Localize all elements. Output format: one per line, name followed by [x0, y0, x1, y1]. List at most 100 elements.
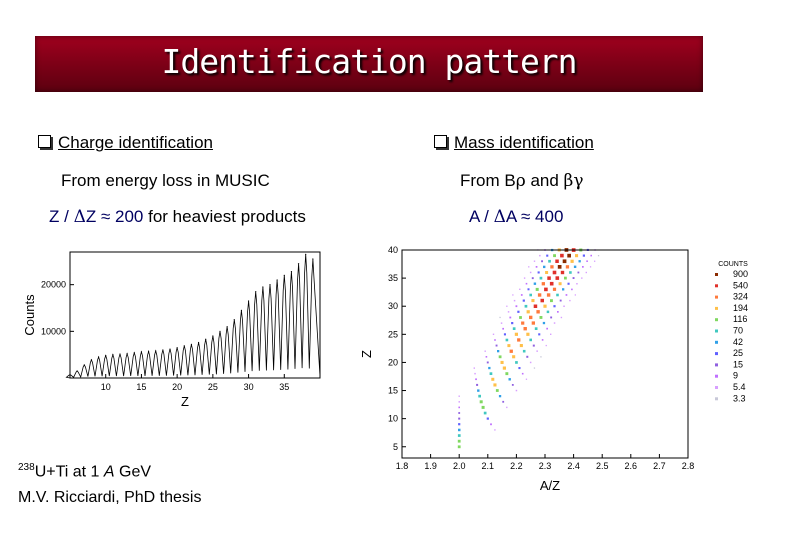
heatmap-cell	[523, 327, 527, 331]
y-tick-label: 20	[388, 357, 398, 367]
heatmap-cell	[537, 271, 540, 274]
heatmap-cell	[576, 283, 578, 285]
heatmap-cell	[490, 423, 492, 426]
heatmap-cell	[525, 282, 528, 285]
heatmap-cell	[546, 293, 551, 297]
heatmap-cell	[553, 322, 556, 324]
spectrum-peak	[305, 253, 307, 255]
spectrum-peak	[169, 348, 171, 350]
spectrum-peak	[197, 341, 200, 344]
heatmap-cell	[536, 310, 540, 314]
heatmap-cell	[585, 271, 587, 274]
heatmap-cell	[457, 445, 461, 449]
legend-label: 15	[733, 359, 743, 369]
heatmap-cell	[475, 378, 477, 381]
heatmap-cell	[528, 266, 530, 268]
heatmap-cell	[537, 293, 542, 297]
heatmap-cell	[570, 259, 574, 263]
heatmap-cell	[529, 338, 532, 342]
heatmap-cell	[555, 276, 560, 280]
heatmap-cell	[491, 377, 495, 381]
legend-swatch	[715, 295, 718, 299]
heatmap-cell	[548, 259, 551, 263]
charge-method-text: From energy loss in MUSIC	[61, 171, 270, 190]
heatmap-cell	[540, 298, 544, 303]
heatmap-cell	[539, 276, 543, 280]
heatmap-cell	[507, 311, 510, 313]
heatmap-cell	[546, 254, 549, 257]
heatmap-cell	[523, 277, 526, 279]
heatmap-cell	[555, 259, 559, 263]
heatmap-cell	[526, 332, 530, 336]
x-tick-label: 25	[208, 382, 218, 392]
heatmap-cell	[506, 406, 508, 409]
heatmap-cell	[511, 384, 514, 386]
heatmap-cell	[509, 316, 512, 319]
spectrum-peak	[176, 347, 178, 349]
mass-identification-heatmap: 1.8 1.9 2.0 2.1 2.2 2.3 2.4 2.5 2.6 2.7 2.8 5 10 15 20…	[359, 245, 748, 493]
heatmap-cell	[521, 372, 524, 375]
heatmap-cell	[586, 260, 588, 262]
heatmap-cell	[594, 260, 596, 262]
heatmap-cell	[582, 266, 584, 268]
spectrum-peak	[90, 359, 93, 361]
heatmap-cell	[553, 305, 556, 308]
heatmap-cell	[565, 294, 568, 296]
spectrum-peak	[183, 345, 185, 347]
heatmap-cell	[499, 316, 501, 319]
heatmap-cell	[515, 361, 518, 364]
heatmap-cell	[515, 389, 518, 392]
heatmap-cell	[458, 423, 461, 426]
heatmap-cell	[535, 266, 538, 268]
heatmap-cell	[550, 333, 552, 335]
heatmap-cell	[559, 299, 562, 302]
heatmap-cell	[492, 333, 495, 335]
heatmap-cell	[497, 350, 500, 353]
heatmap-cell	[550, 265, 554, 269]
heatmap-cell	[575, 254, 579, 258]
heatmap-cell	[489, 372, 493, 375]
x-tick-label: 1.8	[396, 461, 409, 471]
spectrum-peak	[262, 286, 264, 288]
heatmap-cell	[533, 282, 537, 285]
legend-label: 42	[733, 337, 743, 347]
heatmap-cell	[567, 253, 571, 258]
legend-swatch	[715, 284, 718, 288]
spectrum-peak	[155, 350, 157, 352]
heatmap-cell	[477, 389, 480, 392]
heatmap-cell	[582, 254, 585, 257]
heatmap-cell	[524, 304, 528, 308]
heatmap-cell	[581, 277, 583, 279]
legend-swatch	[715, 363, 718, 367]
heatmap-cell	[476, 383, 479, 386]
heatmap-cell	[511, 322, 514, 325]
heatmap-cell	[547, 276, 551, 280]
legend-label: 25	[733, 348, 743, 358]
heatmap-cell	[578, 260, 581, 263]
heatmap-cell	[486, 417, 489, 420]
heatmap-cell	[495, 389, 499, 392]
heatmap-cell	[485, 356, 488, 358]
spectrum-peak	[133, 352, 135, 354]
spectrum-peak	[233, 319, 235, 321]
heatmap-cell	[569, 271, 572, 274]
heatmap-cell	[534, 327, 538, 330]
heatmap-cell	[518, 367, 521, 370]
legend-label: 194	[733, 303, 748, 313]
heatmap-cell	[500, 360, 504, 364]
spectrum-peak	[240, 309, 243, 311]
spectrum-peak	[226, 326, 228, 328]
heatmap-cell	[483, 411, 487, 415]
x-tick-label: 15	[136, 382, 146, 392]
heatmap-cell	[521, 321, 525, 325]
heatmap-cell	[545, 271, 549, 274]
spectrum-peak	[219, 330, 221, 332]
heatmap-cell	[552, 270, 557, 275]
heatmap-cell	[569, 299, 571, 302]
heatmap-cell	[525, 378, 528, 380]
heatmap-cell	[458, 395, 460, 397]
heatmap-cell	[546, 310, 550, 314]
y-tick-label: 40	[388, 245, 398, 255]
x-tick-label: 1.9	[424, 461, 437, 471]
legend-swatch	[715, 306, 718, 310]
